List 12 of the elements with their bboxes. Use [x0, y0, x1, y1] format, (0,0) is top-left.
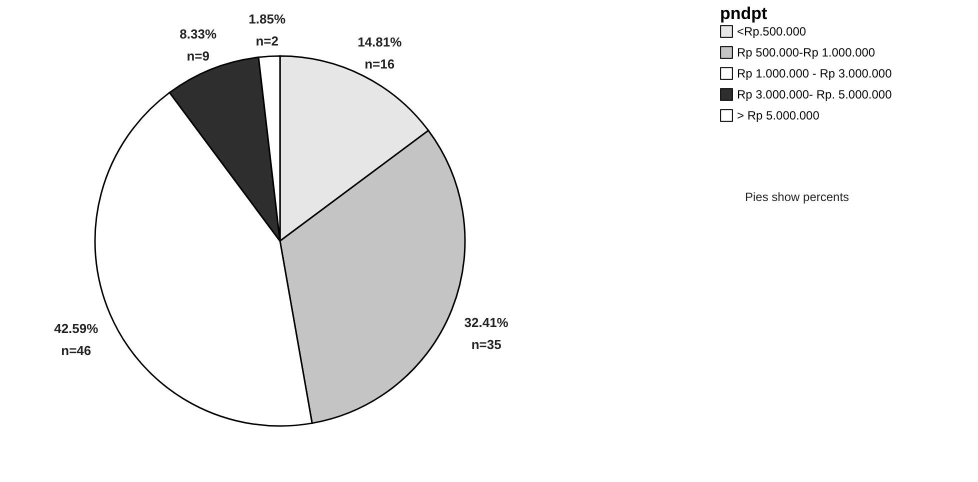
text: Pies show percents: [745, 190, 850, 204]
data-label: 1.85% n=2: [248, 11, 286, 48]
data-label: 14.81% n=16: [358, 34, 402, 72]
legend-label: Rp 1.000.000 - Rp 3.000.000: [737, 66, 892, 80]
data-label: 42.59% n=46: [54, 320, 99, 358]
data-label: 8.33% n=9: [180, 26, 217, 64]
data-label: 32.41% n=35: [464, 314, 509, 352]
legend-label: <Rp.500.000: [737, 24, 806, 38]
legend-label: Rp 3.000.000- Rp. 5.000.000: [737, 88, 892, 102]
legend-label: > Rp 5.000.000: [737, 108, 820, 122]
legend-label: Rp 500.000-Rp 1.000.000: [737, 46, 876, 60]
legend-title: pndpt: [720, 4, 768, 23]
